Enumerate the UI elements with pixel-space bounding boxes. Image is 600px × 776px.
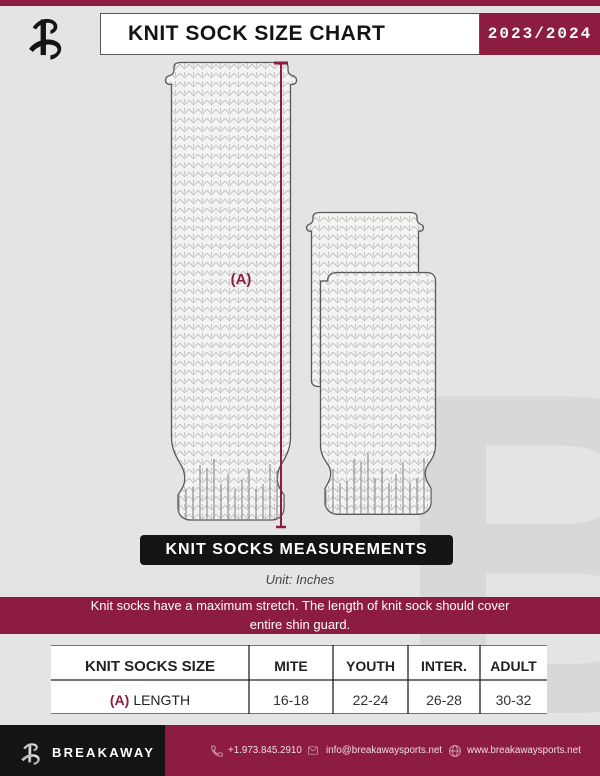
svg-text:(A): (A) (231, 271, 252, 288)
